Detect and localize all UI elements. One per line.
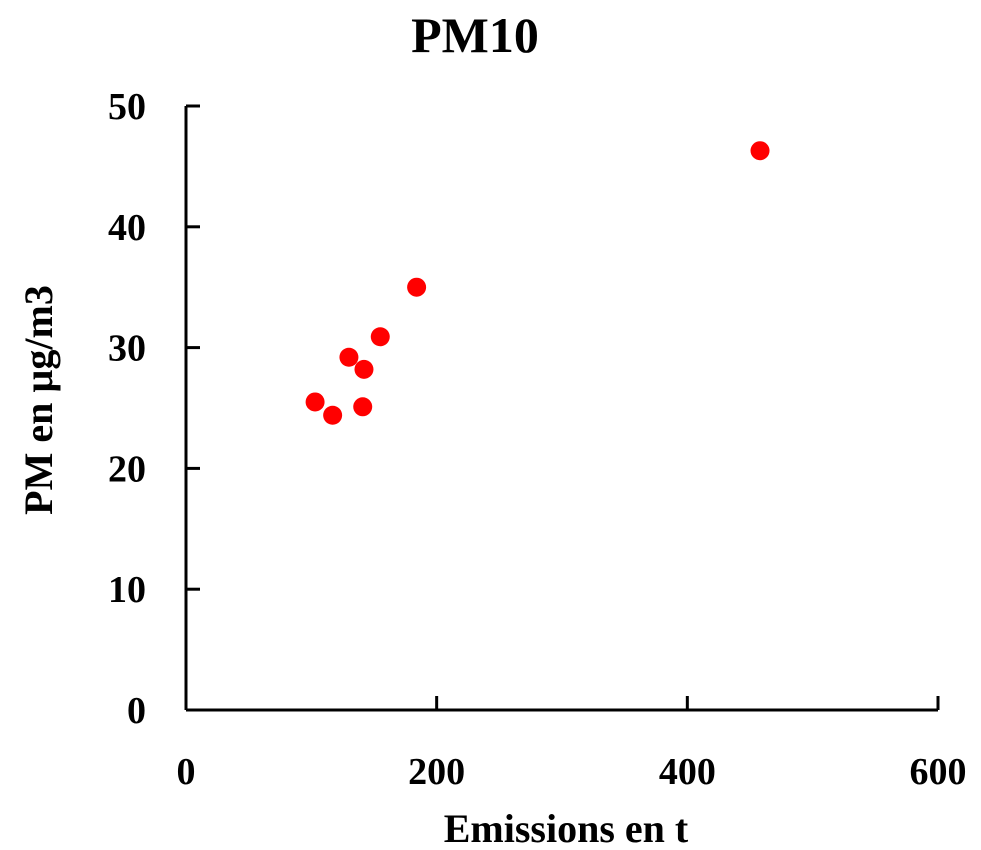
x-tick-label: 400: [659, 751, 716, 793]
data-point: [323, 405, 343, 425]
y-tick-label: 0: [127, 690, 146, 732]
data-points: [305, 141, 770, 425]
y-tick-label: 40: [108, 207, 146, 249]
data-point: [305, 392, 325, 412]
x-axis-label: Emissions en t: [444, 806, 689, 850]
data-point: [370, 327, 390, 347]
data-point: [407, 277, 427, 297]
data-point: [353, 397, 373, 417]
data-point: [339, 347, 359, 367]
chart-title: PM10: [411, 7, 539, 63]
data-point: [750, 141, 770, 161]
y-tick-label: 50: [108, 86, 146, 128]
y-ticks: 0 10 20 30 40 50: [108, 86, 200, 732]
y-tick-label: 30: [108, 328, 146, 370]
plot-area: 0 10 20 30 40 50 0 200 400 600: [108, 86, 967, 793]
y-tick-label: 20: [108, 448, 146, 490]
x-ticks: 0 200 400 600: [177, 696, 967, 793]
x-tick-label: 0: [177, 751, 196, 793]
x-tick-label: 200: [408, 751, 465, 793]
data-point: [354, 359, 374, 379]
y-axis-label: PM en µg/m3: [16, 285, 61, 515]
x-tick-label: 600: [910, 751, 967, 793]
y-tick-label: 10: [108, 569, 146, 611]
